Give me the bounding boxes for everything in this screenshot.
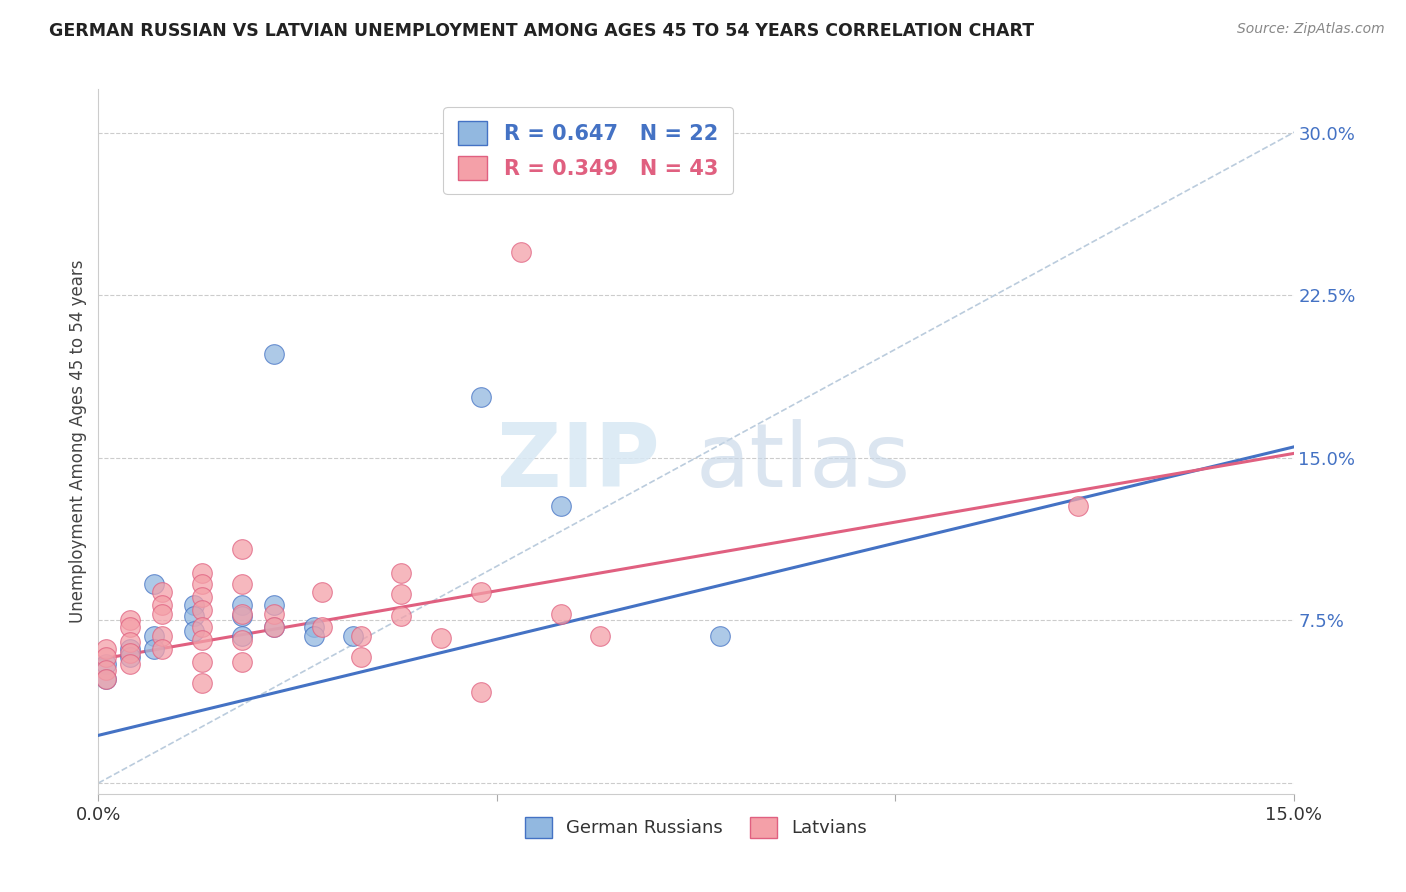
Point (150, 641, 173, 656)
Point (263, 620, 285, 634)
Point (120, 614, 142, 628)
Point (311, 585, 333, 599)
Point (120, 635, 142, 649)
Point (191, 590, 214, 604)
Point (470, 585, 492, 599)
Point (191, 566, 214, 580)
Point (1067, 499, 1090, 513)
Legend: German Russians, Latvians: German Russians, Latvians (517, 809, 875, 845)
Point (96, 672, 118, 686)
Point (150, 629, 173, 643)
Point (191, 576, 214, 591)
Point (263, 599, 285, 613)
Point (389, 566, 412, 580)
Point (150, 585, 173, 599)
Point (302, 620, 325, 634)
Text: Source: ZipAtlas.com: Source: ZipAtlas.com (1237, 22, 1385, 37)
Point (191, 676, 214, 690)
Point (231, 629, 253, 643)
Point (183, 624, 205, 639)
Point (470, 685, 492, 699)
Text: GERMAN RUSSIAN VS LATVIAN UNEMPLOYMENT AMONG AGES 45 TO 54 YEARS CORRELATION CHA: GERMAN RUSSIAN VS LATVIAN UNEMPLOYMENT A… (49, 22, 1035, 40)
Point (96, 657, 118, 671)
Point (96, 672, 118, 686)
Point (96, 641, 118, 656)
Point (231, 655, 253, 669)
Point (150, 599, 173, 613)
Point (120, 646, 142, 660)
Point (550, 499, 572, 513)
Text: atlas: atlas (696, 419, 911, 506)
Point (96, 650, 118, 665)
Point (183, 609, 205, 624)
Point (143, 629, 166, 643)
Point (311, 620, 333, 634)
Point (120, 620, 142, 634)
Point (143, 576, 166, 591)
Point (263, 620, 285, 634)
Point (263, 347, 285, 361)
Point (231, 632, 253, 647)
Point (120, 650, 142, 665)
Point (263, 607, 285, 621)
Point (350, 650, 373, 665)
Point (389, 609, 412, 624)
Point (143, 641, 166, 656)
Point (191, 632, 214, 647)
Point (589, 629, 612, 643)
Point (231, 599, 253, 613)
Text: ZIP: ZIP (498, 419, 661, 506)
Point (709, 629, 731, 643)
Point (120, 641, 142, 656)
Point (120, 657, 142, 671)
Point (231, 576, 253, 591)
Point (389, 587, 412, 601)
Y-axis label: Unemployment Among Ages 45 to 54 years: Unemployment Among Ages 45 to 54 years (69, 260, 87, 624)
Point (550, 607, 572, 621)
Point (509, 244, 531, 259)
Point (191, 602, 214, 616)
Point (191, 620, 214, 634)
Point (350, 629, 373, 643)
Point (470, 390, 492, 404)
Point (231, 609, 253, 624)
Point (96, 663, 118, 677)
Point (150, 607, 173, 621)
Point (430, 631, 453, 645)
Point (231, 541, 253, 556)
Point (231, 607, 253, 621)
Point (302, 629, 325, 643)
Point (183, 599, 205, 613)
Point (191, 655, 214, 669)
Point (342, 629, 364, 643)
